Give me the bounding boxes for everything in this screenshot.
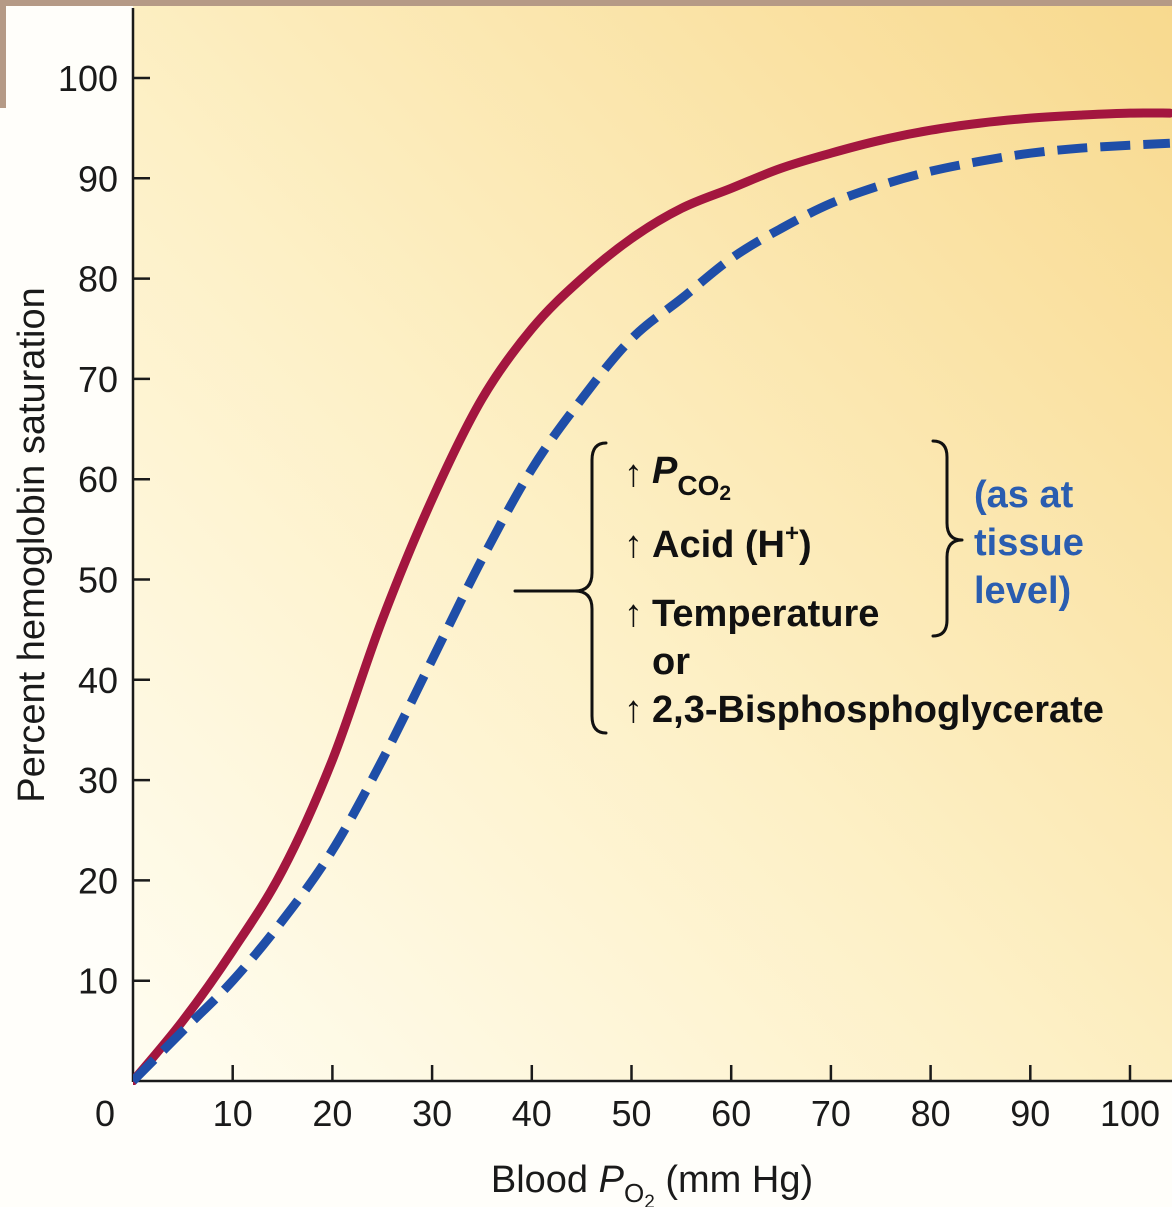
note-line-3: level) bbox=[974, 570, 1071, 612]
factor-pco2-subsub: 2 bbox=[719, 482, 731, 505]
x-tick-label-50: 50 bbox=[611, 1093, 651, 1134]
note-line-2: tissue bbox=[974, 522, 1084, 564]
arrow-pco2: ↑ bbox=[624, 453, 643, 495]
frame-left-bar bbox=[0, 0, 6, 108]
arrow-acid: ↑ bbox=[624, 524, 643, 566]
x-axis-title-subsub: 2 bbox=[644, 1192, 655, 1207]
x-axis-title-prefix: Blood bbox=[491, 1159, 599, 1201]
factor-pco2-symbol: P bbox=[652, 450, 678, 492]
y-tick-label-60: 60 bbox=[78, 459, 118, 500]
factor-connector-or: or bbox=[652, 641, 690, 683]
series-line-shifted bbox=[133, 138, 1171, 1085]
y-tick-label-20: 20 bbox=[78, 860, 118, 901]
annotation-left-brace bbox=[513, 441, 608, 735]
factor-acid-superscript: + bbox=[785, 520, 799, 547]
x-axis-title-symbol: P bbox=[599, 1159, 625, 1201]
x-axis-title-subscript: O bbox=[624, 1178, 644, 1207]
x-tick-label-30: 30 bbox=[412, 1093, 452, 1134]
factor-bpg: 2,3-Bisphosphoglycerate bbox=[652, 689, 1104, 731]
annotation-right-brace bbox=[931, 439, 964, 638]
origin-label: 0 bbox=[95, 1093, 115, 1134]
x-tick-label-40: 40 bbox=[512, 1093, 552, 1134]
series-line-normal bbox=[133, 108, 1172, 1085]
arrow-bpg: ↑ bbox=[624, 689, 643, 731]
plot-background bbox=[133, 0, 1172, 1082]
x-tick-label-20: 20 bbox=[312, 1093, 352, 1134]
y-axis-title: Percent hemoglobin saturation bbox=[11, 287, 53, 802]
annotation-arrows: ↑ ↑ ↑ ↑ bbox=[624, 453, 643, 731]
x-tick-label-80: 80 bbox=[911, 1093, 951, 1134]
tissue-level-note: (as at tissue level) bbox=[974, 474, 1084, 612]
x-axis-ticks: 10 20 30 40 50 60 70 80 90 100 bbox=[213, 1065, 1160, 1134]
y-axis-ticks: 10 20 30 40 50 60 70 80 90 100 bbox=[58, 58, 150, 1002]
y-tick-label-50: 50 bbox=[78, 560, 118, 601]
x-axis-title: Blood PO2 (mm Hg) bbox=[491, 1159, 813, 1207]
factor-temperature: Temperature bbox=[652, 593, 879, 635]
y-tick-label-30: 30 bbox=[78, 760, 118, 801]
x-tick-label-70: 70 bbox=[811, 1093, 851, 1134]
x-tick-label-100: 100 bbox=[1100, 1093, 1160, 1134]
factor-acid: Acid (H+) bbox=[652, 520, 812, 566]
arrow-temperature: ↑ bbox=[624, 593, 643, 635]
x-axis-title-suffix: (mm Hg) bbox=[655, 1159, 813, 1201]
factor-pco2: PCO2 bbox=[652, 450, 731, 505]
y-tick-label-90: 90 bbox=[78, 158, 118, 199]
x-tick-label-60: 60 bbox=[711, 1093, 751, 1134]
factor-pco2-subscript: CO bbox=[677, 470, 719, 501]
x-tick-label-90: 90 bbox=[1010, 1093, 1050, 1134]
y-tick-label-80: 80 bbox=[78, 259, 118, 300]
x-tick-label-10: 10 bbox=[213, 1093, 253, 1134]
y-tick-label-40: 40 bbox=[78, 660, 118, 701]
y-tick-label-100: 100 bbox=[58, 58, 118, 99]
y-tick-label-70: 70 bbox=[78, 359, 118, 400]
frame-top-bar bbox=[0, 0, 1172, 6]
note-line-1: (as at bbox=[974, 474, 1074, 516]
y-tick-label-10: 10 bbox=[78, 961, 118, 1002]
